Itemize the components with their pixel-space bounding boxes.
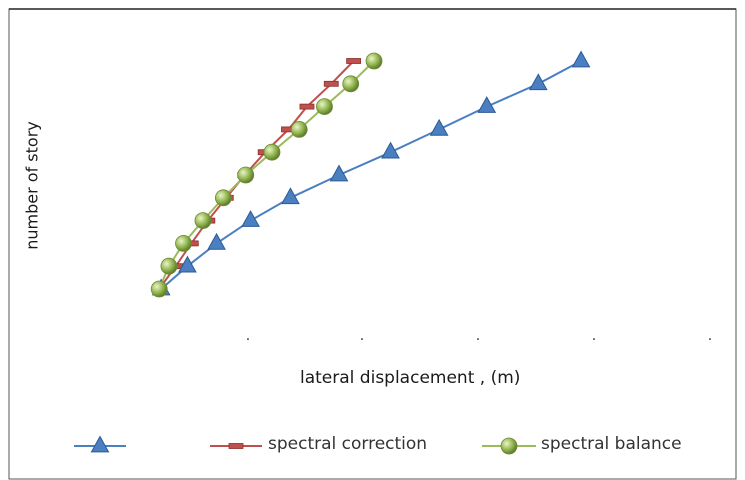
data-point-triangle bbox=[241, 210, 260, 227]
data-point-triangle bbox=[281, 187, 300, 205]
legend-marker-triangle bbox=[90, 435, 110, 453]
legend: spectral correction spectral balance bbox=[0, 428, 745, 464]
x-tick-label: . bbox=[360, 328, 364, 344]
data-point-sphere bbox=[237, 166, 255, 184]
x-tick-label: . bbox=[246, 328, 250, 344]
data-point-dash bbox=[323, 80, 339, 87]
plot-border bbox=[8, 8, 737, 480]
data-point-triangle bbox=[178, 255, 197, 273]
series-line bbox=[158, 60, 355, 290]
data-point-dash bbox=[346, 58, 362, 64]
data-point-sphere bbox=[175, 234, 192, 252]
series-line bbox=[160, 60, 582, 290]
y-axis-label-box: number of story bbox=[12, 60, 52, 310]
data-point-triangle bbox=[329, 164, 349, 182]
data-point-sphere bbox=[150, 280, 168, 298]
legend-label-spectral-balance: spectral balance bbox=[541, 434, 682, 454]
legend-marker-dash bbox=[228, 443, 244, 449]
x-tick-label: . bbox=[476, 328, 480, 344]
data-point-sphere bbox=[214, 189, 232, 207]
data-point-triangle bbox=[381, 141, 400, 159]
data-point-triangle bbox=[477, 96, 497, 113]
series-spectral-balance bbox=[150, 52, 383, 298]
series-triangle bbox=[151, 50, 591, 296]
data-point-sphere bbox=[365, 52, 383, 70]
x-tick-label: . bbox=[708, 328, 712, 344]
legend-label-spectral-correction: spectral correction bbox=[268, 434, 428, 454]
legend-markers bbox=[74, 435, 536, 455]
data-point-triangle bbox=[429, 118, 449, 136]
data-point-sphere bbox=[316, 98, 333, 115]
series-layer bbox=[150, 50, 591, 298]
data-point-dash bbox=[299, 103, 315, 110]
data-point-triangle bbox=[528, 73, 548, 91]
y-axis-label: number of story bbox=[22, 120, 42, 250]
legend-marker-sphere bbox=[500, 437, 518, 455]
data-point-sphere bbox=[194, 212, 212, 230]
data-point-triangle bbox=[571, 50, 591, 68]
x-axis-label: lateral displacement , (m) bbox=[300, 368, 521, 388]
x-tick-label: . bbox=[592, 328, 596, 344]
data-point-sphere bbox=[263, 143, 281, 161]
data-point-sphere bbox=[290, 120, 308, 138]
data-point-sphere bbox=[342, 75, 360, 93]
data-point-sphere bbox=[160, 257, 178, 275]
x-tick-labels: ..... bbox=[246, 328, 712, 344]
data-point-triangle bbox=[207, 232, 226, 250]
series-spectral-correction bbox=[151, 58, 362, 292]
